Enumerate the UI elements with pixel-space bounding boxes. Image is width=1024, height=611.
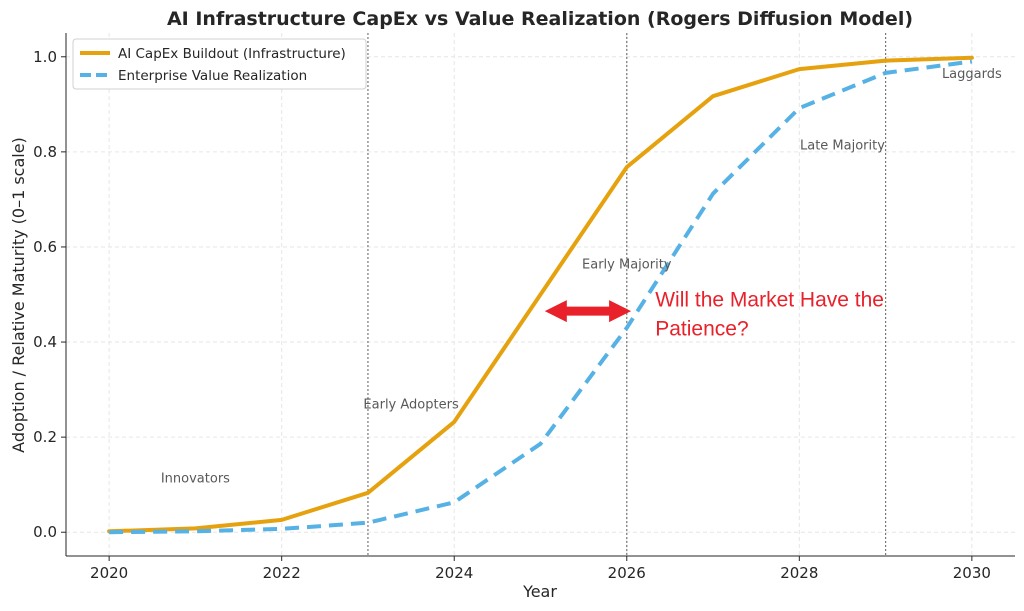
y-tick-label: 1.0 — [33, 48, 57, 66]
phase-label: Early Adopters — [363, 398, 459, 413]
x-tick-label: 2026 — [608, 564, 646, 582]
chart-title: AI Infrastructure CapEx vs Value Realiza… — [167, 8, 913, 30]
phase-label: Innovators — [161, 471, 230, 486]
callout-line-1: Will the Market Have the — [655, 288, 884, 311]
y-tick-label: 0.0 — [33, 523, 57, 541]
y-axis-label: Adoption / Relative Maturity (0–1 scale) — [9, 137, 28, 453]
series-line-capex — [107, 55, 974, 534]
x-tick-label: 2028 — [780, 564, 818, 582]
phase-lines — [367, 33, 887, 556]
grid — [66, 33, 1015, 556]
y-tick-label: 0.4 — [33, 333, 57, 351]
x-tick-label: 2024 — [435, 564, 473, 582]
phase-labels: Innovators Early Adopters Early Majority La… — [161, 67, 1002, 486]
callout-line-2: Patience? — [655, 317, 748, 340]
y-tick-label: 0.8 — [33, 143, 57, 161]
y-tick-label: 0.2 — [33, 428, 57, 446]
ticks: 2020 2022 2024 2026 2028 2030 0.0 0.2 0.4 0.6 0.8 1… — [33, 48, 991, 582]
double-arrow-icon — [544, 300, 632, 323]
x-tick-label: 2022 — [263, 564, 301, 582]
phase-label: Laggards — [942, 67, 1002, 82]
phase-label: Early Majority — [582, 257, 672, 272]
legend-label-capex: AI CapEx Buildout (Infrastructure) — [118, 46, 346, 62]
axes — [65, 33, 1015, 557]
series-line-value — [109, 59, 973, 535]
phase-label: Late Majority — [800, 138, 885, 153]
legend: AI CapEx Buildout (Infrastructure) Enter… — [72, 38, 367, 90]
y-tick-label: 0.6 — [33, 238, 57, 256]
x-tick-label: 2030 — [953, 564, 991, 582]
x-axis-label: Year — [522, 582, 557, 601]
x-tick-label: 2020 — [90, 564, 128, 582]
annotation: Will the Market Have the Patience? — [544, 288, 884, 340]
legend-box — [72, 38, 367, 90]
legend-label-value: Enterprise Value Realization — [118, 68, 307, 84]
series-group — [107, 55, 974, 535]
